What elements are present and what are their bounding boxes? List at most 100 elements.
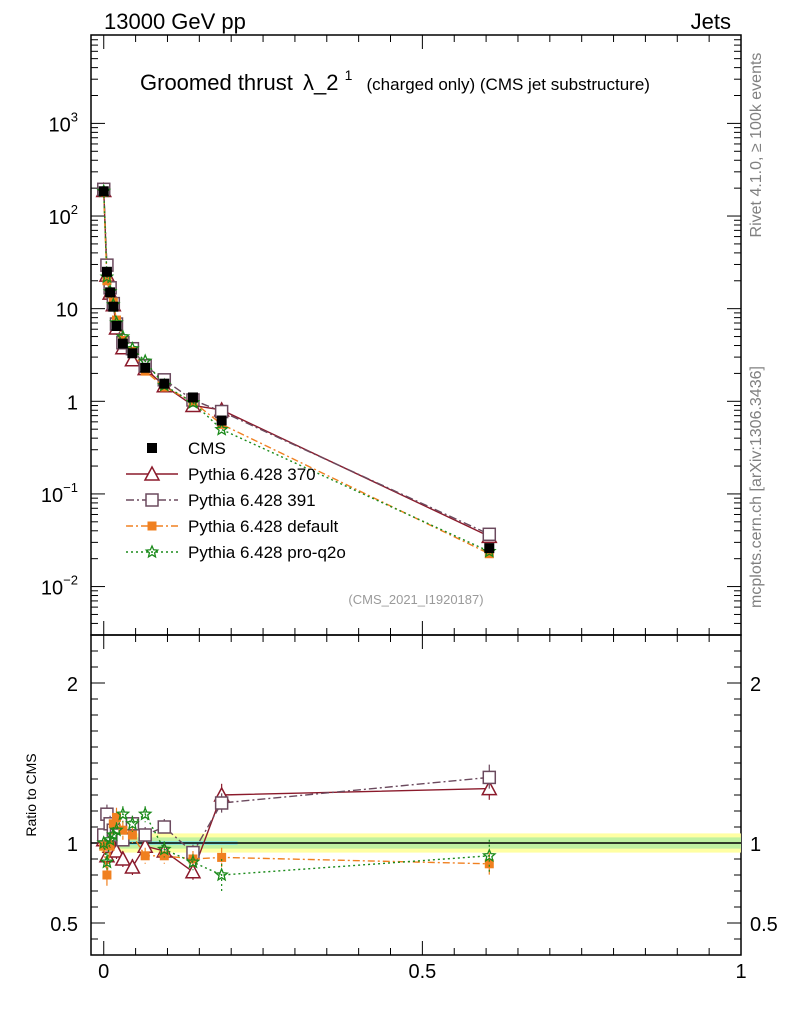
x-tick-label: 0 (98, 961, 109, 983)
legend-entry-0: Pythia 6.428 370 (126, 465, 316, 484)
legend-entry-cms: CMS (147, 439, 226, 458)
ratio-tick-label-left: 0.5 (50, 914, 78, 936)
x-tick-label: 1 (735, 961, 746, 983)
cms-data-point (101, 266, 112, 277)
x-tick-label: 0.5 (408, 961, 436, 983)
cms-data (98, 186, 495, 554)
series-ratio-point (137, 806, 153, 821)
y-tick-label-exponent: 3 (71, 109, 78, 124)
legend: CMS Pythia 6.428 370 Pythia 6.428 391 Pythi… (126, 439, 346, 562)
series-ratio-point (109, 822, 124, 837)
y-tick-label-base: 10 (49, 114, 71, 136)
series-ratio-point (140, 851, 150, 861)
rivet-version-label: Rivet 4.1.0, ≥ 100k events (748, 53, 765, 238)
cms-data-point (484, 543, 495, 554)
cms-data-point (159, 378, 170, 389)
series-main-point (482, 527, 497, 542)
series-ratio-point (125, 816, 140, 831)
process-label: Jets (691, 9, 731, 34)
legend-marker (147, 521, 157, 531)
analysis-id: (CMS_2021_I1920187) (348, 592, 483, 607)
cms-data-point (117, 338, 128, 349)
chart-title-main: Groomed thrust (140, 70, 293, 95)
series-ratio-point (481, 848, 497, 863)
cms-data-point (111, 320, 122, 331)
mcplots-label: mcplots.cern.ch [arXiv:1306.3436] (748, 366, 765, 608)
legend-label: Pythia 6.428 370 (188, 465, 316, 484)
series-ratio-point (96, 835, 112, 850)
y-tick-label-base: 10 (56, 300, 78, 322)
ratio-tick-label-right: 1 (750, 834, 761, 856)
series-ratio-point (124, 858, 141, 874)
cms-data-point (98, 186, 109, 197)
cms-data-point (216, 415, 227, 426)
y-tick-label-exponent: −2 (63, 573, 78, 588)
legend-marker (144, 544, 160, 559)
legend-marker-cms (147, 443, 157, 453)
series-ratio-point (217, 852, 227, 862)
chart-title-sub: (charged only) (CMS jet substructure) (367, 75, 650, 94)
series-ratio-point (111, 812, 121, 822)
y-tick-label: 103 (49, 109, 78, 136)
ratio-tick-label-right: 2 (750, 674, 761, 696)
legend-label: Pythia 6.428 pro-q2o (188, 543, 346, 562)
series-ratio-point (185, 854, 201, 869)
series-main-line (103, 192, 490, 555)
cms-data-point (127, 348, 138, 359)
ratio-tick-label-left: 2 (67, 674, 78, 696)
series-ratio-point (214, 867, 229, 882)
series-3 (96, 183, 497, 891)
legend-marker (143, 465, 161, 481)
legend-label-cms: CMS (188, 439, 226, 458)
series-ratio-point (102, 870, 112, 880)
series-main-point (214, 421, 229, 436)
legend-entry-3: Pythia 6.428 pro-q2o (126, 543, 346, 562)
y-tick-label-exponent: 2 (71, 202, 78, 217)
y-tick-label: 1 (67, 392, 78, 414)
series-ratio-point (114, 850, 132, 866)
series-ratio-point (127, 830, 137, 840)
chart-title-sup: 1 (345, 67, 353, 83)
series-main-point (124, 351, 141, 367)
y-tick-label-base: 10 (49, 207, 71, 229)
data-uncertainty-band (91, 833, 741, 853)
legend-marker (145, 493, 159, 507)
series-ratio-point (157, 820, 172, 834)
series-ratio-point (214, 796, 229, 810)
series-2 (99, 187, 494, 887)
cms-data-point (187, 392, 198, 403)
cms-data-point (140, 362, 151, 373)
chart-title-symbol: λ_2 (303, 70, 338, 95)
legend-label: Pythia 6.428 default (188, 517, 339, 536)
ratio-axis-label: Ratio to CMS (23, 753, 39, 836)
y-tick-label: 10 (56, 300, 78, 322)
y-tick-label-exponent: −1 (63, 480, 78, 495)
legend-entry-2: Pythia 6.428 default (126, 517, 339, 536)
ratio-tick-label-right: 0.5 (750, 914, 778, 936)
legend-label: Pythia 6.428 391 (188, 491, 316, 510)
series-layer (95, 181, 498, 891)
series-ratio-line (103, 815, 490, 876)
legend-entry-1: Pythia 6.428 391 (126, 491, 316, 510)
y-tick-label-base: 10 (41, 578, 63, 600)
y-tick-label: 102 (49, 202, 78, 229)
ratio-tick-label-left: 1 (67, 834, 78, 856)
series-ratio-point (118, 825, 128, 835)
y-tick-label: 10−1 (41, 480, 78, 507)
series-ratio-point (115, 806, 131, 821)
series-main-line (103, 190, 490, 537)
ratio-plot-frame (90, 634, 742, 956)
energy-label: 13000 GeV pp (104, 9, 246, 34)
series-ratio-point (99, 854, 115, 869)
y-tick-label: 10−2 (41, 573, 78, 600)
chart-title: Groomed thrust λ_2 1 (charged only) (CMS… (140, 60, 650, 95)
series-ratio-point (482, 770, 497, 785)
cms-data-point (108, 301, 119, 312)
series-ratio-point (138, 828, 152, 842)
series-ratio-point (184, 863, 202, 879)
cms-data-point (105, 287, 116, 298)
y-tick-label-base: 1 (67, 392, 78, 414)
series-ratio-line (103, 776, 490, 854)
